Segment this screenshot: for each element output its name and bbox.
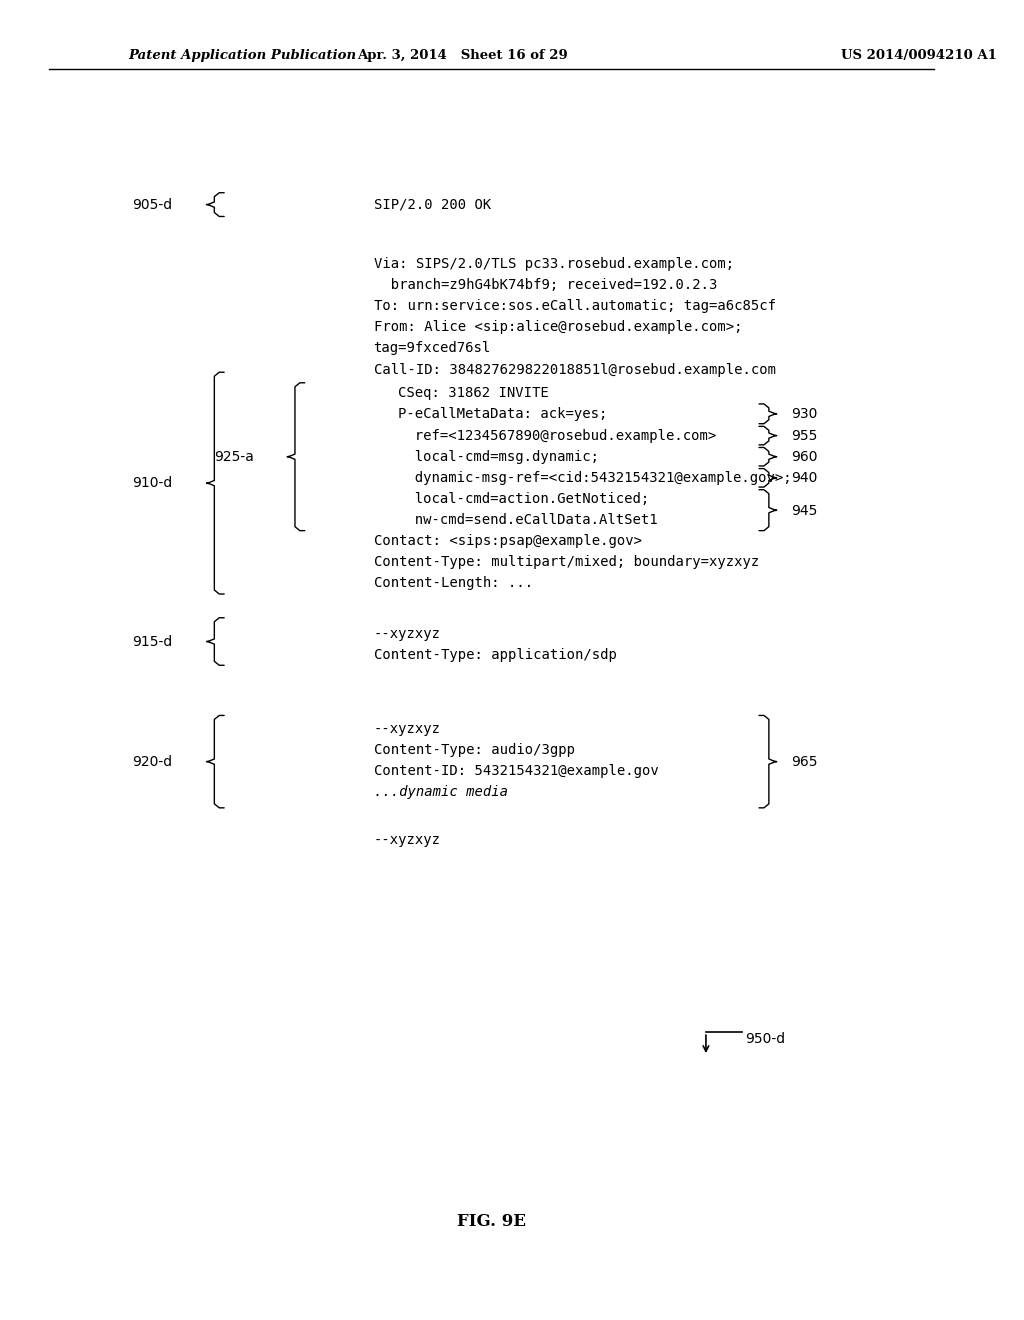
Text: Content-Type: multipart/mixed; boundary=xyzxyz: Content-Type: multipart/mixed; boundary=… bbox=[374, 556, 759, 569]
Text: 920-d: 920-d bbox=[132, 755, 172, 768]
Text: 925-a: 925-a bbox=[214, 450, 254, 463]
Text: 950-d: 950-d bbox=[745, 1032, 785, 1045]
Text: Call-ID: 384827629822018851l@rosebud.example.com: Call-ID: 384827629822018851l@rosebud.exa… bbox=[374, 363, 775, 376]
Text: 905-d: 905-d bbox=[132, 198, 172, 211]
Text: CSeq: 31862 INVITE: CSeq: 31862 INVITE bbox=[398, 387, 549, 400]
Text: Via: SIPS/2.0/TLS pc33.rosebud.example.com;: Via: SIPS/2.0/TLS pc33.rosebud.example.c… bbox=[374, 257, 734, 271]
Text: dynamic-msg-ref=<cid:5432154321@example.gov>;: dynamic-msg-ref=<cid:5432154321@example.… bbox=[398, 471, 792, 484]
Text: 940: 940 bbox=[792, 471, 818, 484]
Text: 910-d: 910-d bbox=[132, 477, 172, 490]
Text: 960: 960 bbox=[792, 450, 818, 463]
Text: tag=9fxced76sl: tag=9fxced76sl bbox=[374, 342, 490, 355]
Text: nw-cmd=send.eCallData.AltSet1: nw-cmd=send.eCallData.AltSet1 bbox=[398, 513, 657, 527]
Text: Content-ID: 5432154321@example.gov: Content-ID: 5432154321@example.gov bbox=[374, 764, 658, 777]
Text: SIP/2.0 200 OK: SIP/2.0 200 OK bbox=[374, 198, 490, 211]
Text: 945: 945 bbox=[792, 504, 818, 517]
Text: Contact: <sips:psap@example.gov>: Contact: <sips:psap@example.gov> bbox=[374, 535, 642, 548]
Text: US 2014/0094210 A1: US 2014/0094210 A1 bbox=[841, 49, 996, 62]
Text: 930: 930 bbox=[792, 408, 818, 421]
Text: 965: 965 bbox=[792, 755, 818, 768]
Text: local-cmd=msg.dynamic;: local-cmd=msg.dynamic; bbox=[398, 450, 599, 463]
Text: Content-Type: audio/3gpp: Content-Type: audio/3gpp bbox=[374, 743, 574, 756]
Text: To: urn:service:sos.eCall.automatic; tag=a6c85cf: To: urn:service:sos.eCall.automatic; tag… bbox=[374, 300, 775, 313]
Text: ref=<1234567890@rosebud.example.com>: ref=<1234567890@rosebud.example.com> bbox=[398, 429, 717, 442]
Text: P-eCallMetaData: ack=yes;: P-eCallMetaData: ack=yes; bbox=[398, 408, 607, 421]
Text: --xyzxyz: --xyzxyz bbox=[374, 833, 440, 846]
Text: local-cmd=action.GetNoticed;: local-cmd=action.GetNoticed; bbox=[398, 492, 649, 506]
Text: --xyzxyz: --xyzxyz bbox=[374, 627, 440, 640]
Text: --xyzxyz: --xyzxyz bbox=[374, 722, 440, 735]
Text: 955: 955 bbox=[792, 429, 818, 442]
Text: Patent Application Publication: Patent Application Publication bbox=[128, 49, 356, 62]
Text: Apr. 3, 2014   Sheet 16 of 29: Apr. 3, 2014 Sheet 16 of 29 bbox=[356, 49, 567, 62]
Text: ...dynamic media: ...dynamic media bbox=[374, 785, 508, 799]
Text: From: Alice <sip:alice@rosebud.example.com>;: From: Alice <sip:alice@rosebud.example.c… bbox=[374, 321, 742, 334]
Text: Content-Type: application/sdp: Content-Type: application/sdp bbox=[374, 648, 616, 661]
Text: 915-d: 915-d bbox=[132, 635, 172, 648]
Text: branch=z9hG4bK74bf9; received=192.0.2.3: branch=z9hG4bK74bf9; received=192.0.2.3 bbox=[374, 279, 717, 292]
Text: FIG. 9E: FIG. 9E bbox=[457, 1213, 526, 1229]
Text: Content-Length: ...: Content-Length: ... bbox=[374, 577, 532, 590]
